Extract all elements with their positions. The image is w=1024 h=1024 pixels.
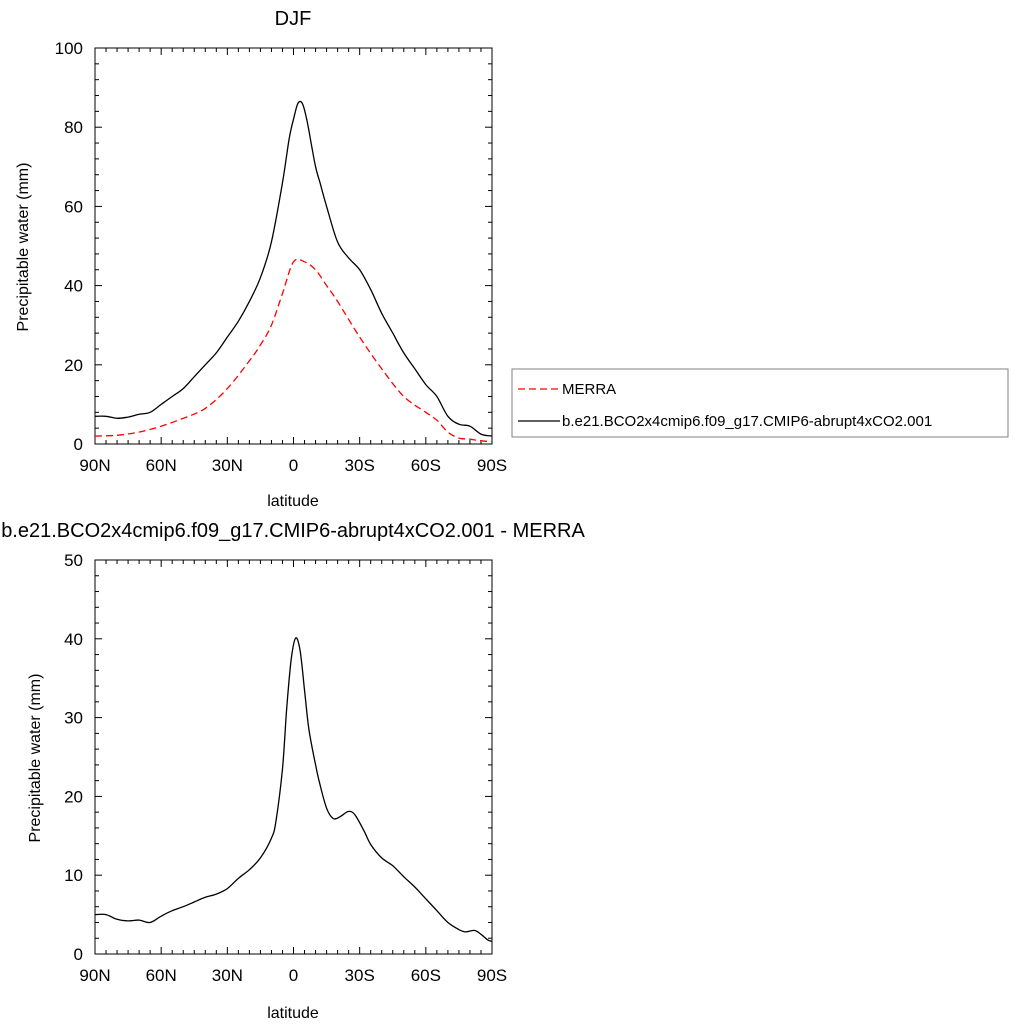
y-tick-label: 30 — [64, 709, 83, 728]
y-tick-label: 80 — [64, 118, 83, 137]
panel-1-xlabel: latitude — [267, 493, 319, 510]
panel-2-xlabel: latitude — [267, 1005, 319, 1022]
y-tick-label: 20 — [64, 787, 83, 806]
y-tick-label: 100 — [55, 39, 83, 58]
legend-merra-label: MERRA — [562, 381, 616, 398]
legend-model-label: b.e21.BCO2x4cmip6.f09_g17.CMIP6-abrupt4x… — [562, 413, 932, 430]
x-tick-label: 60S — [411, 456, 441, 475]
x-tick-label: 90N — [79, 456, 110, 475]
panel-2-ylabel: Precipitable water (mm) — [27, 674, 44, 843]
y-tick-label: 40 — [64, 277, 83, 296]
panel-2-series — [94, 637, 493, 943]
x-tick-label: 60N — [146, 456, 177, 475]
panel-1-tick-labels: 90N 60N 30N 0 30S 60S 90S 0 20 40 60 80 100 — [55, 39, 508, 475]
merra-line — [94, 258, 493, 443]
x-tick-label: 0 — [289, 456, 298, 475]
y-tick-label: 0 — [74, 435, 83, 454]
plot-frame — [94, 47, 493, 445]
legend: MERRA b.e21.BCO2x4cmip6.f09_g17.CMIP6-ab… — [511, 368, 1009, 438]
panel-difference: b.e21.BCO2x4cmip6.f09_g17.CMIP6-abrupt4x… — [1, 520, 585, 1022]
panel-2-axes — [94, 559, 493, 955]
y-tick-label: 60 — [64, 197, 83, 216]
plot-frame — [94, 559, 493, 955]
x-tick-label: 90S — [477, 966, 507, 985]
panel-1-ylabel: Precipitable water (mm) — [15, 163, 32, 332]
x-tick-label: 30N — [212, 966, 243, 985]
model-line — [94, 637, 493, 943]
x-tick-label: 60S — [411, 966, 441, 985]
legend-box — [511, 368, 1009, 438]
x-tick-label: 0 — [289, 966, 298, 985]
panel-2-tick-labels: 90N 60N 30N 0 30S 60S 90S 0 10 20 30 40 50 — [64, 551, 507, 985]
x-tick-label: 30S — [345, 966, 375, 985]
x-tick-label: 90S — [477, 456, 507, 475]
y-tick-label: 0 — [74, 945, 83, 964]
y-tick-label: 20 — [64, 356, 83, 375]
x-tick-label: 90N — [79, 966, 110, 985]
panel-1-series — [94, 100, 493, 443]
y-tick-label: 50 — [64, 551, 83, 570]
x-tick-label: 60N — [146, 966, 177, 985]
x-tick-label: 30S — [345, 456, 375, 475]
panel-1-axes — [94, 47, 493, 445]
x-tick-label: 30N — [212, 456, 243, 475]
panel-djf: DJF 90N 60N 30N 0 30S 60S 90S 0 20 40 60 80 100 lati… — [15, 8, 507, 510]
y-tick-label: 10 — [64, 866, 83, 885]
model-line — [94, 100, 493, 437]
y-tick-label: 40 — [64, 630, 83, 649]
panel-1-title: DJF — [275, 8, 312, 30]
panel-2-title: b.e21.BCO2x4cmip6.f09_g17.CMIP6-abrupt4x… — [1, 520, 585, 542]
